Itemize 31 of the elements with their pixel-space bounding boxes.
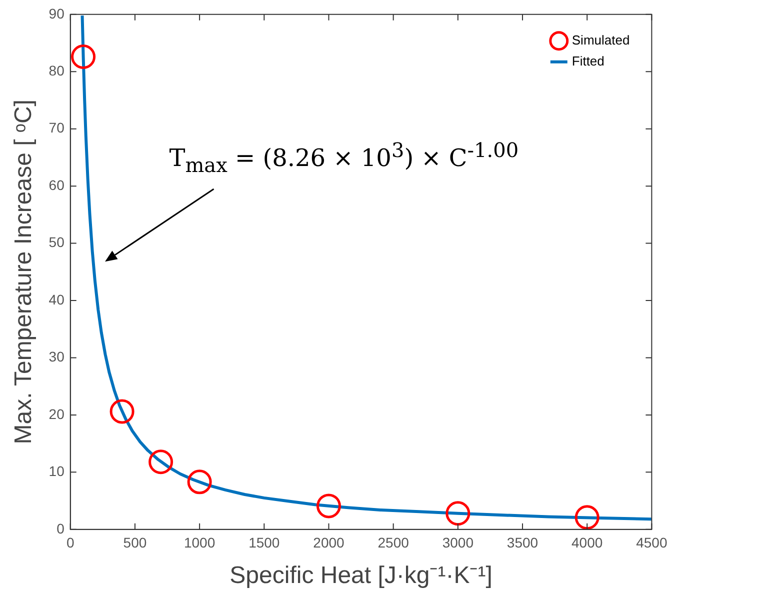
y-tick-label: 50 (48, 234, 65, 250)
point (71, 44, 96, 69)
y-tick-label: 80 (48, 62, 65, 78)
y-axis-title: Max. Temperature Increase [ ᵒC] (10, 100, 38, 444)
point (148, 450, 174, 474)
y-tick-label: 10 (48, 463, 65, 480)
y-tick-label: 0 (56, 520, 65, 536)
x-tick-label: 3500 (506, 534, 538, 551)
x-tick-label: 1000 (184, 534, 216, 551)
point (110, 399, 134, 424)
y-tick-label: 90 (48, 5, 65, 22)
point (316, 494, 341, 518)
x-tick-label: 2500 (378, 534, 410, 551)
legend-label: Simulated (572, 32, 630, 48)
y-tick-label: 60 (48, 176, 65, 193)
x-tick-label: 500 (123, 534, 147, 551)
point (574, 505, 600, 530)
x-tick-label: 4000 (572, 534, 603, 551)
x-tick-label: 2000 (313, 534, 345, 551)
y-tick-label: 40 (48, 291, 65, 308)
x-axis-title: Specific Heat [J·kg⁻¹·K⁻¹] (230, 562, 492, 590)
point (187, 470, 212, 494)
annotation: T$_{max}$ = (8.26 × 10$^{3}$) × C$^{-1.00}$ (169, 138, 519, 177)
y-tick-label: 20 (48, 406, 65, 422)
legend-label: Fitted (572, 53, 604, 68)
point (446, 501, 470, 526)
x-tick-label: 3000 (442, 534, 474, 551)
x-tick-label: 4500 (636, 534, 668, 551)
y-tick-label: 30 (48, 348, 65, 365)
x-tick-label: 1500 (248, 534, 280, 551)
y-tick-label: 70 (48, 120, 65, 136)
